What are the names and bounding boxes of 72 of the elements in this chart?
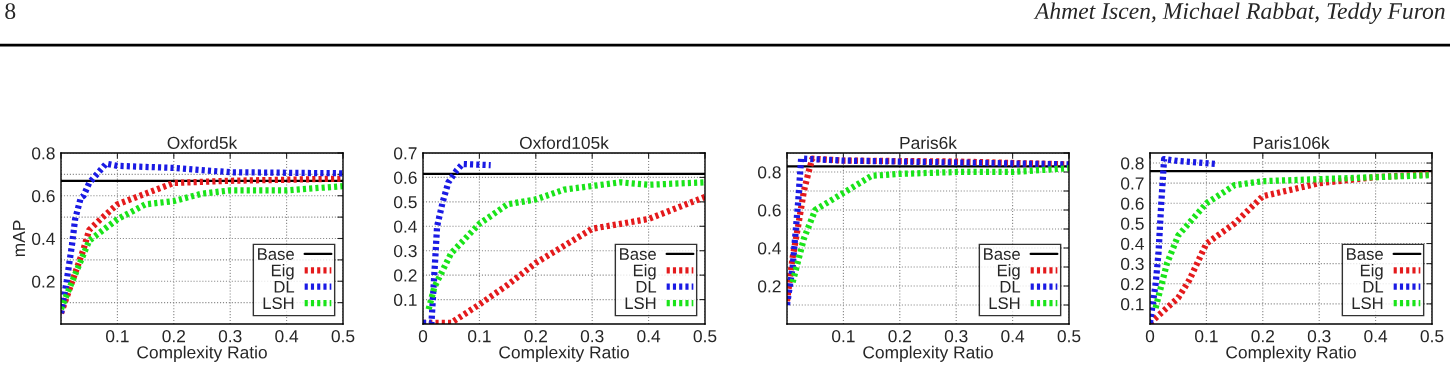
y-axis-title: mAP	[12, 220, 25, 257]
legend-label: Base	[258, 248, 294, 260]
x-tick-label: 0	[418, 330, 428, 343]
y-tick-label: 0.8	[31, 147, 55, 160]
legend-label: LSH	[263, 297, 294, 310]
legend-label: DL	[636, 281, 657, 293]
legend-label: Eig	[633, 264, 656, 280]
legend-label: DL	[1000, 281, 1021, 293]
y-tick-label: 0.3	[393, 244, 417, 258]
legend-label: Base	[984, 248, 1020, 260]
x-tick-label: 0.5	[1420, 330, 1444, 343]
x-axis-title: Complexity Ratio	[137, 345, 267, 362]
x-tick-label: 0.5	[693, 330, 717, 343]
x-axis-title: Complexity Ratio	[863, 345, 993, 362]
y-tick-label: 0.2	[31, 275, 55, 288]
y-tick-label: 0.1	[393, 293, 417, 307]
y-tick-label: 0.6	[1120, 197, 1144, 210]
y-tick-label: 0.5	[1120, 217, 1144, 230]
x-tick-label: 0.1	[106, 330, 129, 343]
x-tick-label: 0.3	[944, 330, 968, 343]
legend-label: LSH	[989, 297, 1020, 310]
chart-title: Paris6k	[900, 136, 957, 149]
y-tick-label: 0.4	[1120, 237, 1144, 250]
chart-title: Oxford105k	[519, 136, 609, 149]
y-tick-label: 0.7	[393, 147, 417, 160]
x-tick-label: 0.4	[1364, 330, 1388, 343]
y-tick-label: 0.6	[31, 189, 55, 203]
x-tick-label: 0.5	[331, 330, 355, 343]
y-tick-label: 0.4	[757, 242, 781, 255]
legend-label: DL	[1363, 281, 1384, 293]
x-tick-label: 0.3	[580, 330, 604, 343]
x-tick-label: 0.1	[1195, 330, 1218, 343]
x-tick-label: 0.2	[888, 330, 911, 343]
chart-title: Paris106k	[1253, 136, 1330, 149]
legend-label: Eig	[997, 264, 1020, 280]
y-tick-label: 0.5	[393, 196, 417, 209]
x-tick-label: 0.3	[1307, 330, 1331, 343]
legend-label: Eig	[271, 264, 294, 280]
x-axis-title: Complexity Ratio	[499, 345, 629, 362]
x-tick-label: 0.4	[637, 330, 661, 343]
x-tick-label: 0.3	[218, 330, 242, 343]
x-tick-label: 0.4	[1001, 330, 1025, 343]
x-tick-label: 0.2	[524, 330, 547, 343]
y-tick-label: 0.4	[393, 220, 417, 233]
legend-label: LSH	[625, 297, 656, 310]
legend-label: DL	[274, 281, 295, 293]
x-tick-label: 0.5	[1057, 330, 1081, 343]
legend-label: Base	[620, 248, 656, 260]
y-tick-label: 0.7	[1120, 177, 1144, 190]
y-tick-label: 0.6	[393, 171, 417, 184]
y-tick-label: 0.1	[1120, 298, 1144, 311]
y-tick-label: 0.4	[31, 232, 55, 245]
text: Ahmet Iscen, Michael Rabbat, Teddy Furon	[1033, 2, 1445, 24]
y-tick-label: 0.3	[1120, 257, 1144, 271]
text: 8	[5, 3, 16, 20]
y-tick-label: 0.2	[393, 269, 417, 282]
x-tick-label: 0.2	[1251, 330, 1274, 343]
y-tick-label: 0.2	[1120, 277, 1144, 291]
x-axis-title: Complexity Ratio	[1226, 345, 1356, 362]
x-tick-label: 0.1	[468, 330, 491, 343]
legend-label: Eig	[1360, 264, 1383, 280]
x-tick-label: 0.2	[162, 330, 185, 343]
y-tick-label: 0.6	[757, 204, 781, 217]
x-tick-label: 0	[1145, 330, 1155, 343]
legend-label: Base	[1347, 248, 1383, 260]
y-tick-label: 0.2	[757, 280, 781, 293]
y-tick-label: 0.8	[757, 166, 781, 179]
x-tick-label: 0.1	[832, 330, 855, 343]
x-tick-label: 0.4	[275, 330, 299, 343]
y-tick-label: 0.8	[1120, 157, 1144, 170]
legend-label: LSH	[1352, 297, 1383, 310]
chart-title: Oxford5k	[167, 136, 238, 149]
